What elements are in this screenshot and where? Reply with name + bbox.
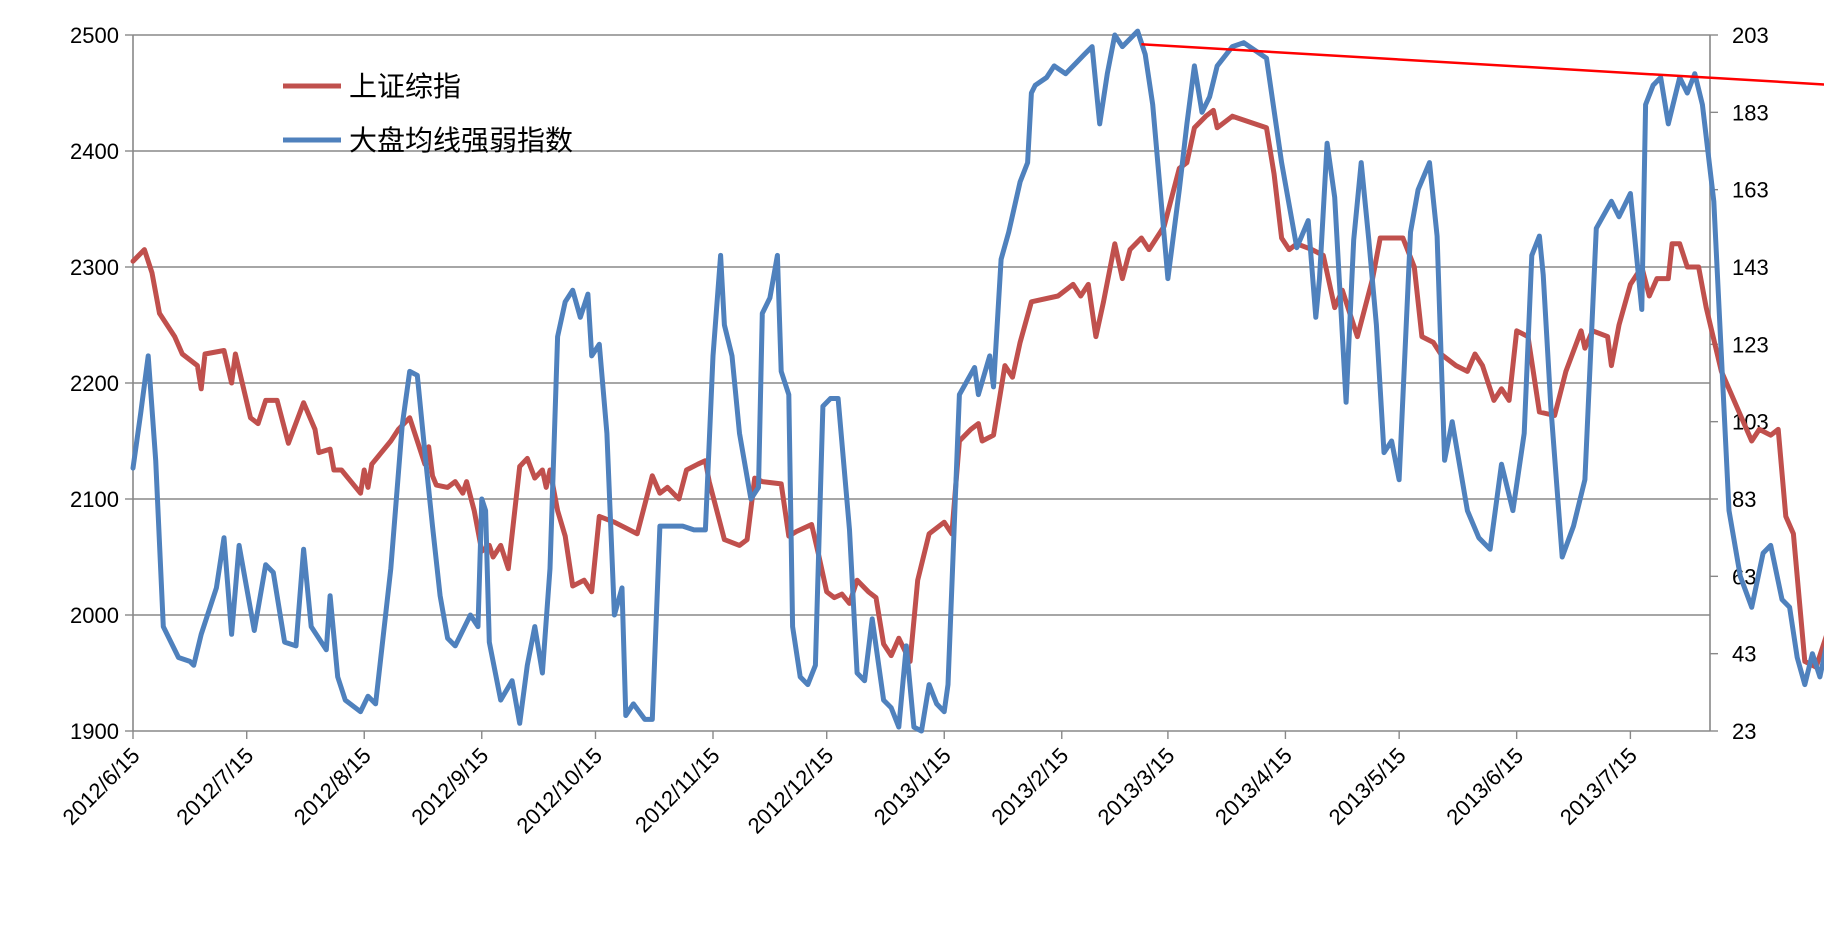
left-y-tick-labels: 1900 2000 2100 2200 2300 2400 2500	[70, 23, 119, 744]
series-line-1	[130, 107, 1824, 670]
series	[130, 28, 1824, 734]
legend-label-1: 上证综指	[349, 71, 461, 102]
x-tick-label: 2012/10/15	[511, 743, 607, 839]
annotations	[1141, 43, 1824, 86]
x-tick-label: 2013/1/15	[869, 743, 956, 830]
x-tick-label: 2012/7/15	[171, 743, 258, 830]
right-y-tick-label: 163	[1732, 178, 1769, 203]
left-y-tick-label: 2400	[70, 139, 119, 164]
x-tick-label: 2012/6/15	[58, 743, 145, 830]
x-tick-label: 2013/3/15	[1093, 743, 1180, 830]
left-y-tick-label: 2500	[70, 23, 119, 48]
right-y-tick-label: 123	[1732, 332, 1769, 357]
left-y-tick-label: 1900	[70, 719, 119, 744]
x-tick-label: 2013/7/15	[1555, 743, 1642, 830]
right-y-tick-label: 183	[1732, 100, 1769, 125]
right-y-tick-label: 143	[1732, 255, 1769, 280]
left-y-tick-label: 2200	[70, 371, 119, 396]
x-tick-label: 2012/11/15	[630, 743, 724, 837]
x-tick-label: 2013/2/15	[986, 743, 1073, 830]
legend-label-2: 大盘均线强弱指数	[349, 125, 573, 156]
x-tick-label: 2013/4/15	[1210, 743, 1297, 830]
x-tick-label: 2012/8/15	[289, 743, 376, 830]
series-line-2	[130, 28, 1824, 734]
right-y-tick-label: 43	[1732, 642, 1756, 667]
x-tick-label: 2012/9/15	[406, 743, 493, 830]
left-y-tick-label: 2000	[70, 603, 119, 628]
trend-line	[1141, 43, 1824, 86]
right-y-tick-label: 83	[1732, 487, 1756, 512]
x-tick-labels: 2012/6/15 2012/7/15 2012/8/15 2012/9/15 2012…	[58, 743, 1642, 839]
right-y-tick-label: 23	[1732, 719, 1756, 744]
x-tick-label: 2013/5/15	[1324, 743, 1411, 830]
left-y-tick-label: 2100	[70, 487, 119, 512]
left-y-tick-label: 2300	[70, 255, 119, 280]
right-y-tick-label: 203	[1732, 23, 1769, 48]
x-tick-label: 2013/6/15	[1441, 743, 1528, 830]
x-tick-label: 2012/12/15	[743, 743, 839, 839]
